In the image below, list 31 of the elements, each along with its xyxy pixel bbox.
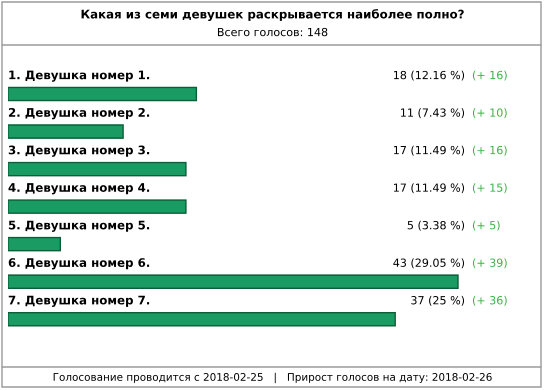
bar xyxy=(8,86,198,102)
data-label: 17 (11.49 %) xyxy=(394,183,464,194)
data-label: 5 (3.38 %) xyxy=(408,220,464,231)
y-tick-label: 2. Девушка номер 2. xyxy=(8,108,150,120)
bar xyxy=(8,274,459,289)
data-label: 18 (12.16 %) xyxy=(394,70,464,81)
text: Голосование проводится с 2018-02-25 | Прирост голосов на дату: 2018-02-26 xyxy=(54,372,492,384)
text: (+ 5) xyxy=(472,220,500,231)
text: (+ 10) xyxy=(472,108,507,118)
data-label: 43 (29.05 %) xyxy=(393,258,464,268)
chart-subtitle: Всего голосов: 148 xyxy=(218,28,328,36)
y-tick-label: 5. Девушка номер 5. xyxy=(8,220,150,232)
y-tick-label: 6. Девушка номер 6. xyxy=(8,258,150,270)
text: (+ 39) xyxy=(472,258,507,268)
bar xyxy=(8,124,124,139)
y-tick-label: 1. Девушка номер 1. xyxy=(9,70,150,82)
y-tick-label: 7. Девушка номер 7. xyxy=(8,296,150,307)
bar xyxy=(8,162,187,176)
bar xyxy=(8,199,187,214)
y-tick-label: 3. Девушка номер 3. xyxy=(8,145,150,157)
data-label: 17 (11.49 %) xyxy=(394,146,464,156)
text: (+ 36) xyxy=(472,296,507,306)
bar xyxy=(8,236,62,252)
text: (+ 15) xyxy=(472,183,507,194)
text: (+ 16) xyxy=(472,146,507,156)
bar xyxy=(8,312,396,326)
chart-title: Какая из семи девушек раскрывается наиболее полно? xyxy=(82,9,464,21)
y-tick-label: 4. Девушка номер 4. xyxy=(8,183,150,194)
data-label: 11 (7.43 %) xyxy=(401,108,464,118)
data-label: 37 (25 %) xyxy=(411,296,464,306)
text: (+ 16) xyxy=(472,70,507,81)
